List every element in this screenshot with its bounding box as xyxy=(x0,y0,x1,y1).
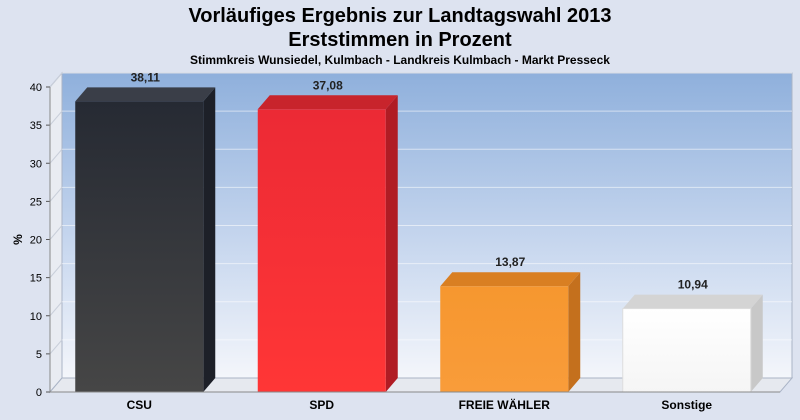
bar-value-label: 37,08 xyxy=(313,78,343,92)
y-tick-label: 5 xyxy=(36,349,42,361)
bar-top xyxy=(440,272,581,287)
gridline-side xyxy=(49,110,63,126)
bar-value-label: 10,94 xyxy=(678,278,708,292)
y-tick-label: 30 xyxy=(30,158,42,170)
bar xyxy=(257,109,386,392)
bar-side xyxy=(385,95,398,392)
chart-subtitle: Stimmkreis Wunsiedel, Kulmbach - Landkre… xyxy=(190,53,610,67)
x-tick-label: CSU xyxy=(127,398,152,412)
gridline-side xyxy=(49,72,63,88)
y-tick-label: 20 xyxy=(30,235,42,247)
bar-value-label: 38,11 xyxy=(131,70,161,84)
x-tick-label: SPD xyxy=(309,398,334,412)
bar-value-label: 13,87 xyxy=(495,255,525,269)
gridline-side xyxy=(49,339,63,355)
chart-title: Vorläufiges Ergebnis zur Landtagswahl 20… xyxy=(188,5,612,27)
x-tick-label: Sonstige xyxy=(661,398,712,412)
y-tick-label: 35 xyxy=(30,120,42,132)
gridline-side xyxy=(49,187,63,202)
bar xyxy=(440,286,569,392)
y-tick-label: 10 xyxy=(30,311,42,323)
gridline-side xyxy=(49,301,63,317)
bar-top xyxy=(622,294,763,309)
gridline-side xyxy=(49,225,63,240)
y-tick-label: 40 xyxy=(30,82,42,94)
bar-side xyxy=(203,87,216,392)
bar-top xyxy=(257,95,398,110)
bar xyxy=(75,101,204,392)
bar-side xyxy=(568,272,581,392)
bar-side xyxy=(750,294,763,392)
y-tick-label: 0 xyxy=(36,387,42,399)
gridline-side xyxy=(49,263,63,278)
y-tick-label: 15 xyxy=(30,273,42,285)
y-axis-label: % xyxy=(11,234,25,245)
chart-title-line2: Erststimmen in Prozent xyxy=(288,29,512,51)
y-tick-label: 25 xyxy=(30,196,42,208)
gridline-side xyxy=(49,148,63,164)
bar xyxy=(622,308,752,393)
x-tick-label: FREIE WÄHLER xyxy=(459,397,551,412)
bar-top xyxy=(75,87,216,102)
